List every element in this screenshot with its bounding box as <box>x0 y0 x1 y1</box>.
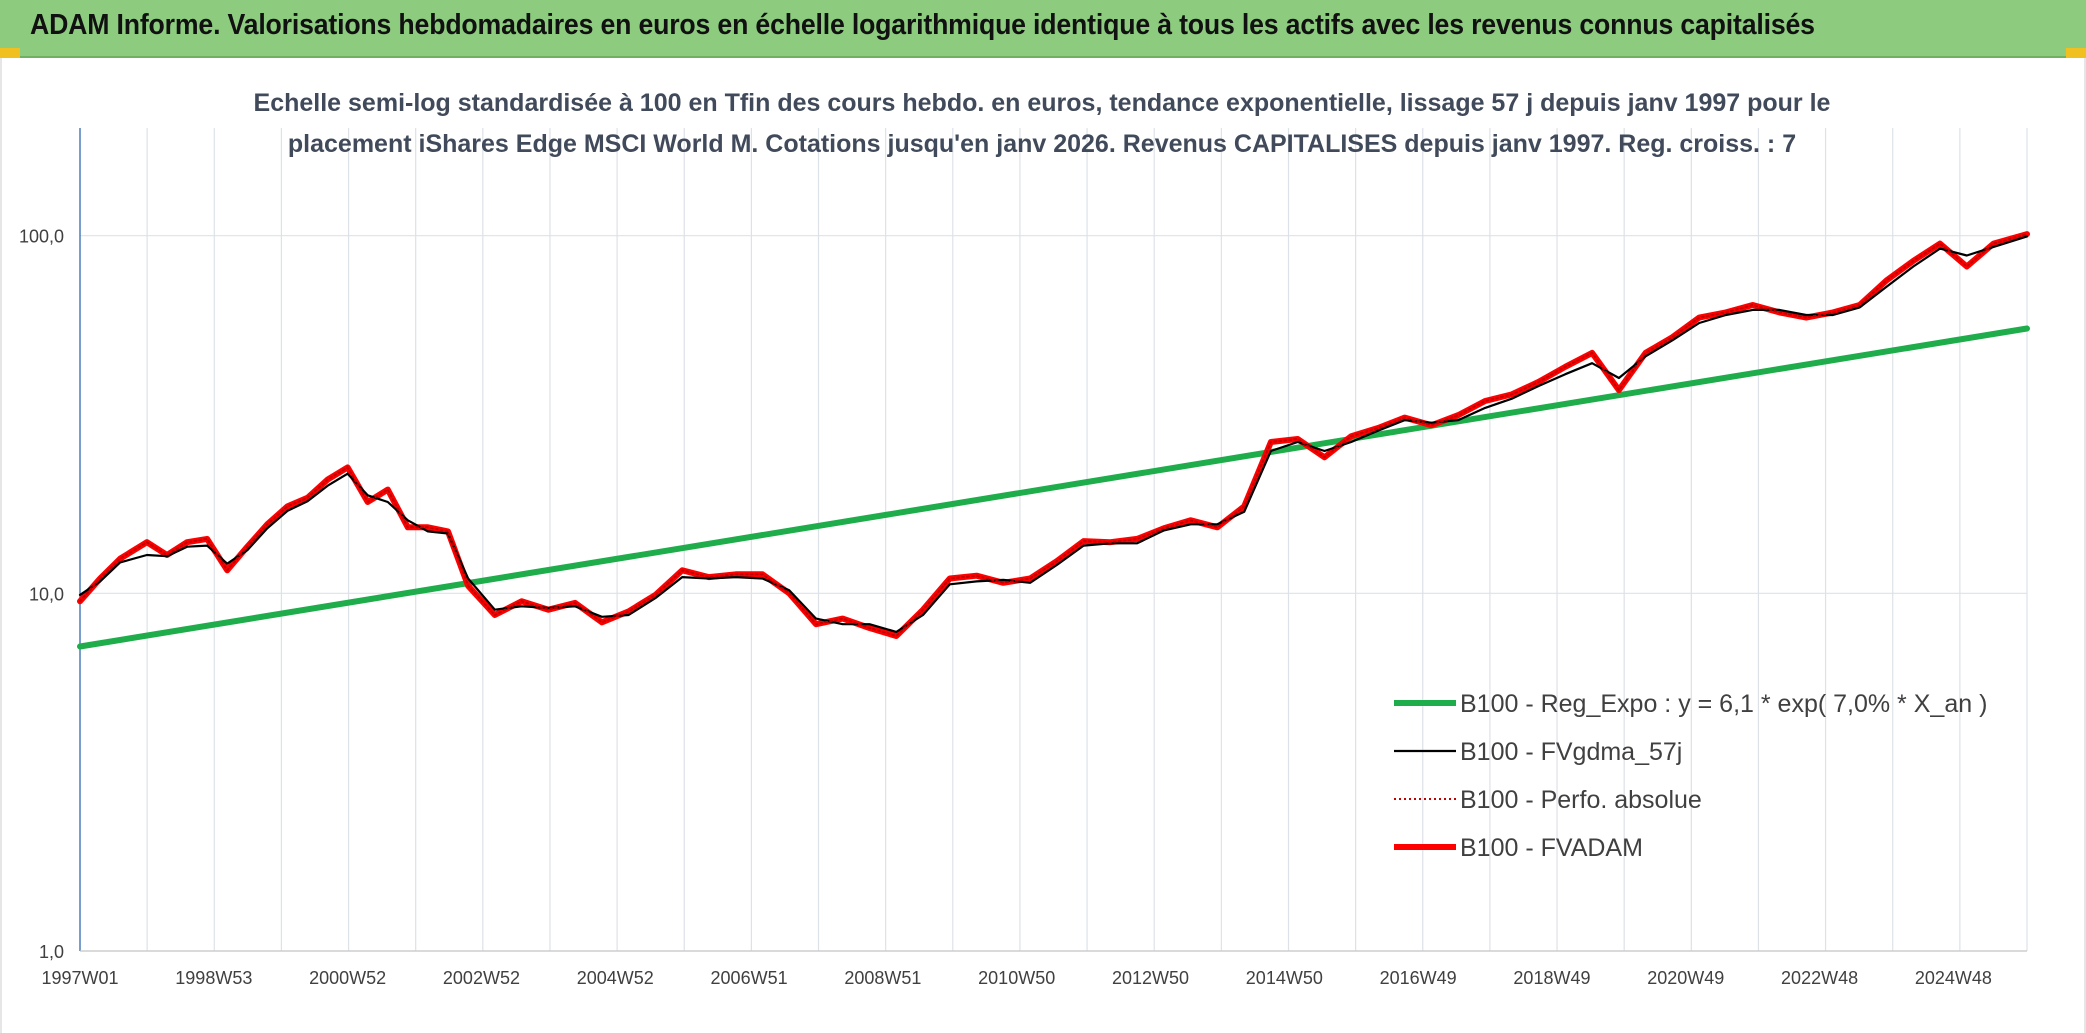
corner-mark-top-right <box>2066 48 2086 58</box>
y-tick-label: 1,0 <box>39 942 64 962</box>
series-line-1 <box>78 235 2029 634</box>
x-tick-label: 2018W49 <box>1513 968 1590 988</box>
legend: B100 - Reg_Expo : y = 6,1 * exp( 7,0% * … <box>1394 690 1987 862</box>
x-tick-label: 2020W49 <box>1647 968 1724 988</box>
page-title: ADAM Informe. Valorisations hebdomadaire… <box>30 9 1815 41</box>
y-tick-label: 10,0 <box>29 584 64 604</box>
x-tick-label: 1998W53 <box>175 968 252 988</box>
chart-svg: 1,0 10,0 100,0 1997W01 1998W53 2000W52 2002W52… <box>19 89 2030 988</box>
x-tick-label: 2014W50 <box>1246 968 1323 988</box>
axes: 1,0 10,0 100,0 1997W01 1998W53 2000W52 2002W52… <box>19 128 2027 988</box>
x-tick-label: 2024W48 <box>1915 968 1992 988</box>
x-tick-label: 2004W52 <box>577 968 654 988</box>
series-line-0 <box>77 325 2030 650</box>
series-line-3 <box>77 231 2030 639</box>
legend-label: B100 - FVgdma_57j <box>1460 738 1682 766</box>
chart-subtitle-line-1: Echelle semi-log standardisée à 100 en T… <box>254 89 1831 117</box>
x-tick-label: 2022W48 <box>1781 968 1858 988</box>
x-tick-label: 2002W52 <box>443 968 520 988</box>
x-tick-label: 2012W50 <box>1112 968 1189 988</box>
chart-subtitle-line-2: placement iShares Edge MSCI World M. Cot… <box>288 130 1796 158</box>
grid <box>80 128 2028 952</box>
x-tick-label: 2000W52 <box>309 968 386 988</box>
legend-label: B100 - Perfo. absolue <box>1460 786 1702 814</box>
series-line-2 <box>79 233 2028 637</box>
x-tick-label: 1997W01 <box>41 968 118 988</box>
legend-label: B100 - FVADAM <box>1460 834 1643 862</box>
y-tick-label: 100,0 <box>19 227 64 247</box>
corner-mark-top-left <box>0 48 20 58</box>
x-tick-label: 2008W51 <box>844 968 921 988</box>
chart-frame: 1,0 10,0 100,0 1997W01 1998W53 2000W52 2002W52… <box>0 58 2086 1033</box>
legend-label: B100 - Reg_Expo : y = 6,1 * exp( 7,0% * … <box>1460 690 1987 718</box>
x-tick-label: 2006W51 <box>711 968 788 988</box>
x-tick-label: 2016W49 <box>1380 968 1457 988</box>
series <box>77 231 2030 650</box>
header-banner: ADAM Informe. Valorisations hebdomadaire… <box>0 0 2086 58</box>
x-tick-label: 2010W50 <box>978 968 1055 988</box>
